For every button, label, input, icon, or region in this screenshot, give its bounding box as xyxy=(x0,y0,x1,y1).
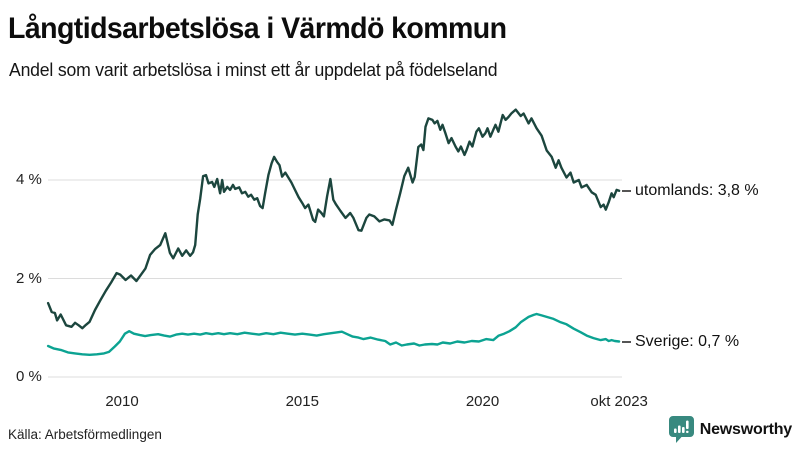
series-label-utomlands: utomlands: 3,8 % xyxy=(622,182,759,200)
series-label-text: utomlands: 3,8 % xyxy=(635,181,759,199)
y-tick-label: 4 % xyxy=(16,171,42,189)
series-label-text: Sverige: 0,7 % xyxy=(635,332,740,350)
chart-title: Långtidsarbetslösa i Värmdö kommun xyxy=(8,12,507,45)
newsworthy-logo[interactable]: Newsworthy xyxy=(668,416,792,443)
series-line-utomlands xyxy=(46,108,621,330)
series-line-sverige xyxy=(46,312,621,356)
x-tick-label: 2020 xyxy=(465,393,500,410)
label-connector-dash xyxy=(622,189,631,192)
source-note: Källa: Arbetsförmedlingen xyxy=(8,427,162,442)
y-tick-label: 2 % xyxy=(16,269,42,287)
newsworthy-wordmark: Newsworthy xyxy=(699,420,792,438)
series-label-sverige: Sverige: 0,7 % xyxy=(622,333,739,351)
y-tick-label: 0 % xyxy=(16,368,42,386)
x-tick-label: okt 2023 xyxy=(590,393,648,410)
label-connector-dash xyxy=(622,340,631,343)
newsworthy-bubble-chart-icon xyxy=(668,416,694,443)
x-tick-label: 2015 xyxy=(285,393,319,410)
x-tick-label: 2010 xyxy=(105,393,139,410)
chart-subtitle: Andel som varit arbetslösa i minst ett å… xyxy=(9,60,498,80)
